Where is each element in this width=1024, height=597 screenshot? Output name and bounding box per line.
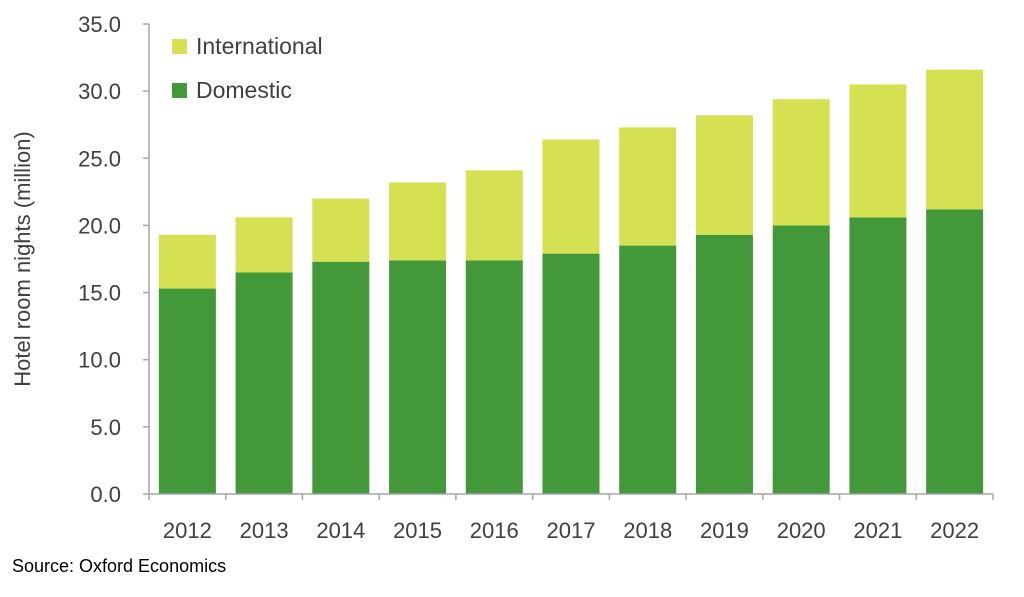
- x-tick-label: 2012: [163, 518, 212, 543]
- bar-international-2012: [158, 234, 216, 289]
- x-axis-ticks: [148, 494, 994, 500]
- stacked-bar-chart: 0.05.010.015.020.025.030.035.0 2012 2013 2…: [10, 12, 994, 543]
- x-tick-label: 2015: [393, 518, 442, 543]
- bar-domestic-2015: [389, 260, 447, 494]
- y-tick-label: 15.0: [78, 281, 121, 306]
- y-tick-label: 20.0: [78, 213, 121, 238]
- source-note: Source: Oxford Economics: [12, 556, 227, 576]
- bar-international-2022: [926, 69, 984, 210]
- bar-domestic-2012: [158, 288, 216, 494]
- legend-label-domestic: Domestic: [196, 77, 292, 103]
- bar-international-2021: [849, 84, 907, 218]
- bar-domestic-2022: [926, 209, 984, 495]
- bar-domestic-2020: [772, 225, 830, 494]
- bar-domestic-2016: [465, 260, 523, 494]
- x-tick-label: 2022: [930, 518, 979, 543]
- bar-international-2015: [389, 182, 447, 261]
- y-tick-label: 25.0: [78, 146, 121, 171]
- legend-swatch-international: [172, 39, 187, 54]
- bar-domestic-2019: [695, 234, 753, 495]
- bar-international-2016: [465, 170, 523, 261]
- legend-swatch-domestic: [172, 83, 187, 98]
- x-tick-label: 2020: [777, 518, 826, 543]
- x-tick-label: 2014: [316, 518, 365, 543]
- bar-domestic-2013: [235, 272, 293, 494]
- bar-international-2018: [619, 127, 677, 246]
- legend-label-international: International: [196, 33, 323, 59]
- x-tick-label: 2013: [240, 518, 289, 543]
- bar-international-2017: [542, 139, 600, 254]
- bars: [158, 69, 984, 495]
- bar-international-2019: [695, 115, 753, 235]
- y-tick-label: 30.0: [78, 79, 121, 104]
- y-axis-title: Hotel room nights (million): [10, 131, 35, 387]
- x-tick-label: 2021: [853, 518, 902, 543]
- y-tick-label: 10.0: [78, 348, 121, 373]
- x-tick-label: 2019: [700, 518, 749, 543]
- y-tick-label: 35.0: [78, 12, 121, 37]
- bar-international-2014: [312, 198, 370, 262]
- x-tick-label: 2016: [470, 518, 519, 543]
- y-tick-label: 0.0: [90, 482, 121, 507]
- y-axis-ticks: 0.0 5.0 10.0 15.0 20.0 25.0 30.0 35.0: [78, 12, 149, 507]
- y-tick-label: 5.0: [90, 415, 121, 440]
- bar-international-2013: [235, 217, 293, 273]
- legend: International Domestic: [172, 33, 323, 103]
- bar-domestic-2014: [312, 261, 370, 494]
- bar-domestic-2017: [542, 253, 600, 494]
- bar-domestic-2021: [849, 217, 907, 494]
- x-axis-labels: 2012 2013 2014 2015 2016 2017 2018 2019 2020 2021…: [163, 518, 979, 543]
- x-tick-label: 2018: [623, 518, 672, 543]
- x-tick-label: 2017: [547, 518, 596, 543]
- bar-domestic-2018: [619, 245, 677, 494]
- bar-international-2020: [772, 99, 830, 226]
